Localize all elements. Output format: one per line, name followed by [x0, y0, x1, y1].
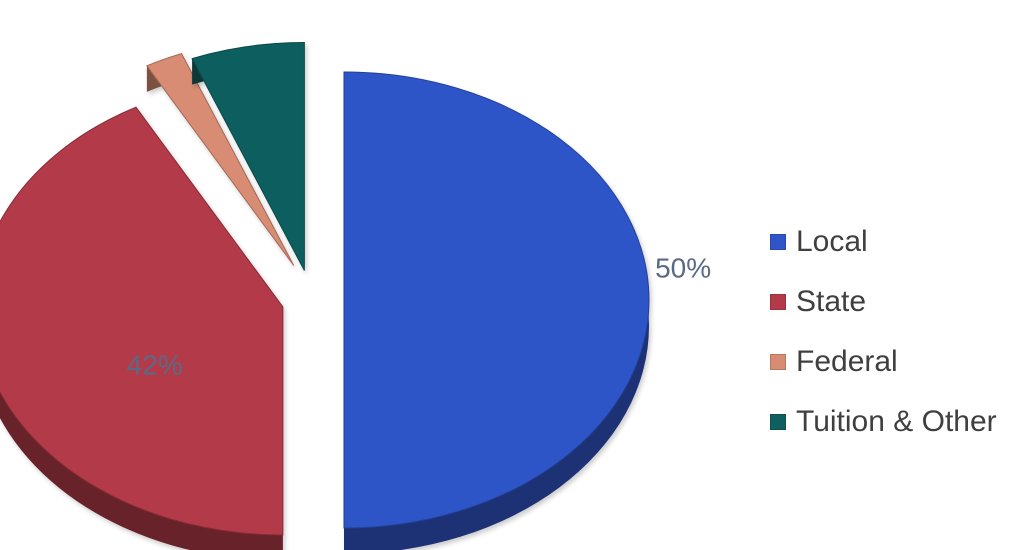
data-label-local: 50% — [655, 252, 711, 283]
legend-label: Federal — [796, 345, 898, 378]
pie-slice-state — [0, 106, 284, 550]
legend: Local State Federal Tuition & Other — [770, 212, 1034, 452]
legend-label: Local — [796, 225, 868, 258]
legend-swatch — [770, 354, 786, 370]
pie-slice-top — [146, 53, 295, 266]
legend-swatch — [770, 414, 786, 430]
legend-label: State — [796, 285, 867, 318]
legend-item-state: State — [770, 272, 1034, 332]
data-label-state: 42% — [127, 349, 183, 380]
pie-slice-federal — [146, 53, 295, 266]
legend-item-federal: Federal — [770, 332, 1034, 392]
pie-slice-tuition-other — [191, 42, 305, 271]
legend-item-tuition-other: Tuition & Other — [770, 392, 1034, 452]
pie-slice-top — [0, 106, 284, 536]
pie-slice-top — [343, 71, 650, 529]
pie-slice-local — [343, 71, 650, 550]
legend-swatch — [770, 234, 786, 250]
legend-label: Tuition & Other — [796, 405, 997, 438]
legend-item-local: Local — [770, 212, 1034, 272]
legend-swatch — [770, 294, 786, 310]
pie-slice-top — [191, 42, 305, 271]
